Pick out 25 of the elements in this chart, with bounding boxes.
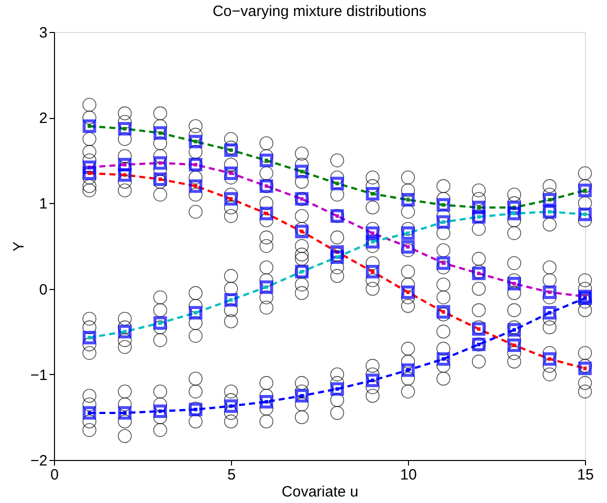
y-tick-label: 0 [39, 281, 48, 298]
x-tick-label: 5 [227, 466, 236, 484]
y-tick-label: 3 [39, 24, 48, 42]
y-axis-title: Y [10, 241, 28, 252]
point [153, 404, 167, 418]
point [260, 395, 274, 409]
point [295, 389, 309, 403]
y-tick-label: −1 [30, 366, 48, 384]
x-axis-title: Covariate u [282, 484, 358, 500]
x-tick-label: 10 [400, 466, 417, 484]
point [507, 323, 521, 337]
chart-title: Co−varying mixture distributions [212, 3, 426, 20]
point [82, 406, 96, 420]
point [542, 306, 556, 320]
x-tick-label: 15 [577, 466, 594, 484]
point [118, 406, 132, 420]
point [224, 399, 238, 413]
x-tick-label: 0 [50, 466, 59, 484]
y-tick-label: 2 [39, 110, 48, 128]
point [401, 363, 415, 377]
y-tick-label: 1 [39, 196, 48, 213]
y-tick-label: −2 [30, 452, 48, 470]
point [366, 374, 380, 388]
point [330, 382, 344, 396]
point [436, 352, 450, 366]
